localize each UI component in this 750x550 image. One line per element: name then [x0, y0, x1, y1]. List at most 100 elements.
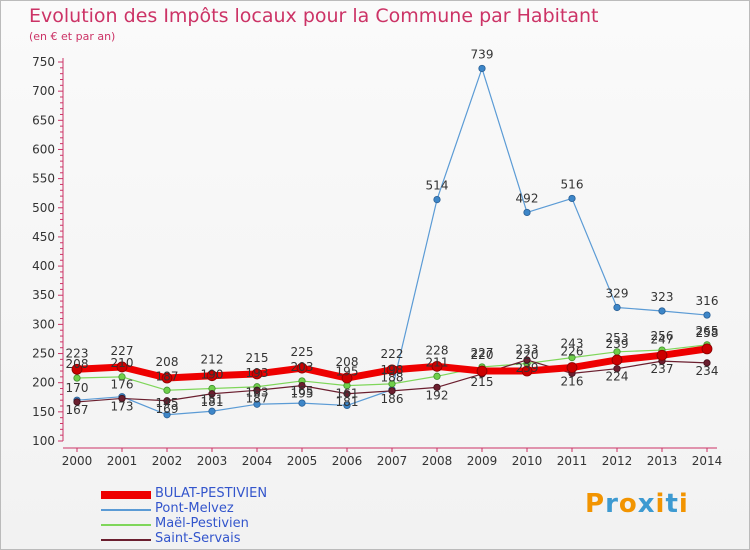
x-tick-label: 2005 [287, 454, 318, 468]
data-point [73, 398, 81, 406]
data-label: 198 [381, 363, 404, 377]
y-tick-label: 100 [32, 434, 55, 448]
data-label: 226 [561, 345, 584, 359]
legend-item: Pont-Melvez [101, 501, 361, 517]
data-label: 188 [381, 371, 404, 385]
data-label: 181 [336, 395, 359, 409]
data-label: 211 [426, 355, 449, 369]
x-tick-label: 2014 [692, 454, 723, 468]
data-point [116, 361, 128, 373]
data-label: 492 [516, 191, 539, 205]
data-point [161, 372, 173, 384]
data-point [118, 394, 126, 403]
data-label: 187 [246, 391, 269, 405]
data-label: 258 [696, 326, 719, 340]
data-label: 187 [156, 369, 179, 383]
x-tick-label: 2000 [62, 454, 93, 468]
data-point [476, 365, 488, 377]
y-tick-label: 250 [32, 347, 55, 361]
y-tick-label: 500 [32, 201, 55, 215]
data-label: 243 [561, 337, 584, 351]
data-point [118, 373, 126, 381]
data-point [206, 370, 218, 382]
data-point [433, 196, 441, 204]
data-label: 239 [606, 337, 629, 351]
data-label: 227 [471, 346, 494, 360]
y-tick-label: 550 [32, 172, 55, 186]
data-label: 323 [651, 290, 674, 304]
data-point [701, 343, 713, 355]
data-label: 203 [291, 360, 314, 374]
data-label: 173 [111, 399, 134, 413]
chart-title: Evolution des Impôts locaux pour la Comm… [29, 5, 599, 27]
data-point [71, 363, 83, 375]
data-label: 216 [561, 374, 584, 388]
x-tick-label: 2007 [377, 454, 408, 468]
data-point [613, 303, 621, 312]
legend-swatch [101, 539, 151, 541]
data-label: 210 [111, 356, 134, 370]
chart-subtitle: (en € et par an) [29, 30, 116, 43]
data-point [298, 382, 306, 390]
x-tick-label: 2003 [197, 454, 228, 468]
data-point [568, 354, 576, 362]
data-point [431, 360, 443, 372]
x-tick-label: 2008 [422, 454, 453, 468]
data-label: 163 [246, 385, 269, 399]
legend-label: Saint-Servais [155, 531, 241, 546]
data-label: 256 [651, 329, 674, 343]
data-point [341, 372, 353, 384]
data-point [253, 386, 261, 394]
x-tick-label: 2002 [152, 454, 183, 468]
data-label: 220 [516, 348, 539, 362]
y-tick-label: 150 [32, 405, 55, 419]
data-point [73, 374, 81, 382]
data-label: 192 [426, 388, 449, 402]
y-tick-label: 200 [32, 376, 55, 390]
data-label: 208 [336, 355, 359, 369]
data-label: 316 [696, 294, 719, 308]
data-point [296, 362, 308, 374]
proxiti-logo[interactable]: Proxiti [585, 489, 689, 519]
x-tick-label: 2012 [602, 454, 633, 468]
data-label: 193 [246, 366, 269, 380]
data-point [521, 365, 533, 377]
legend-swatch [101, 509, 151, 511]
data-label: 208 [66, 357, 89, 371]
data-label: 208 [156, 355, 179, 369]
data-point [478, 64, 486, 73]
data-point [703, 359, 711, 367]
y-tick-label: 350 [32, 288, 55, 302]
data-point [703, 311, 711, 319]
data-label: 516 [561, 177, 584, 191]
data-label: 253 [606, 331, 629, 345]
data-point [656, 349, 668, 361]
data-label: 169 [156, 402, 179, 416]
data-label: 239 [516, 361, 539, 375]
data-label: 145 [156, 396, 179, 410]
legend-label: Maël-Pestivien [155, 516, 249, 531]
data-point [568, 194, 576, 203]
data-label: 224 [606, 370, 629, 384]
data-point [208, 407, 216, 415]
data-label: 181 [201, 395, 224, 409]
data-label: 161 [336, 386, 359, 400]
data-point [343, 401, 351, 410]
data-point [433, 383, 441, 391]
data-point [523, 208, 531, 217]
data-point [298, 399, 306, 407]
x-tick-label: 2010 [512, 454, 543, 468]
data-point [208, 390, 216, 398]
y-tick-label: 400 [32, 259, 55, 273]
y-tick-label: 450 [32, 230, 55, 244]
data-label: 190 [201, 368, 224, 382]
data-label: 186 [381, 392, 404, 406]
data-label: 514 [426, 179, 449, 193]
data-label: 228 [426, 343, 449, 357]
data-point [163, 386, 171, 394]
x-tick-label: 2011 [557, 454, 588, 468]
data-label: 212 [201, 353, 224, 367]
data-point [163, 397, 171, 405]
data-point [611, 354, 623, 366]
